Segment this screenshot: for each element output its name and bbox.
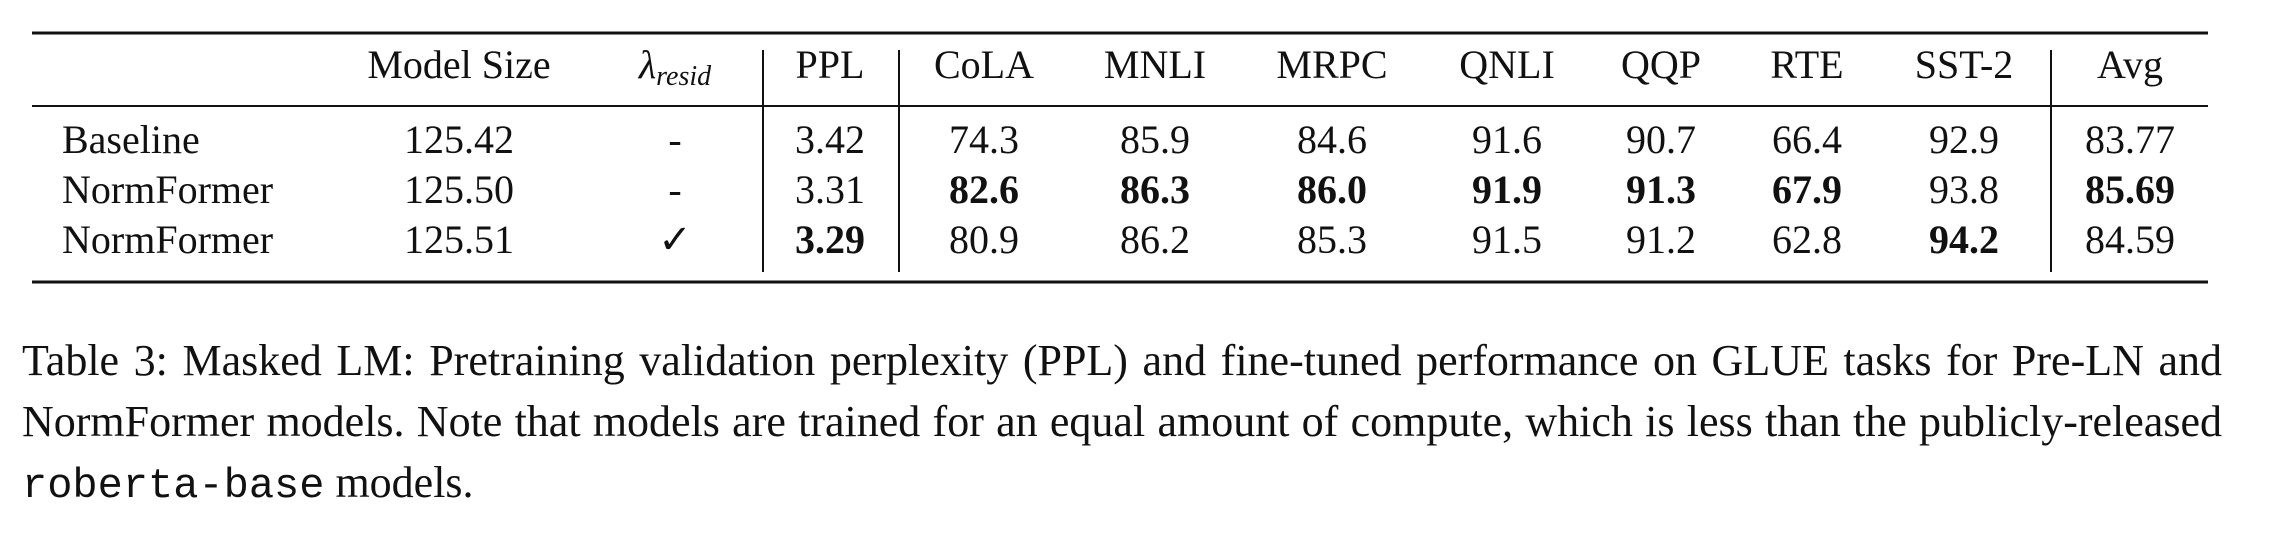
- cell: 94.2: [1929, 217, 1999, 262]
- cell: 92.9: [1929, 117, 1999, 162]
- cell: 3.31: [795, 167, 865, 212]
- cell: 125.50: [404, 167, 514, 212]
- cell: 91.5: [1472, 217, 1542, 262]
- column-header: CoLA: [934, 42, 1034, 87]
- cell: 91.2: [1626, 217, 1696, 262]
- caption-label: Table 3:: [22, 336, 168, 385]
- column-header: λresid: [638, 42, 712, 92]
- column-header: RTE: [1770, 42, 1843, 87]
- column-header: SST-2: [1915, 42, 2014, 87]
- cell: 91.9: [1472, 167, 1542, 212]
- cell: 93.8: [1929, 167, 1999, 212]
- cell: 86.3: [1120, 167, 1190, 212]
- cell: 3.29: [795, 217, 865, 262]
- cell: 85.69: [2085, 167, 2175, 212]
- cell: -: [668, 167, 681, 212]
- table: Model Size λresid PPL CoLA MNLI MRPC QNLI QQP RT…: [32, 31, 2208, 284]
- cell: 84.6: [1297, 117, 1367, 162]
- row-label: Baseline: [62, 117, 200, 162]
- cell: 84.59: [2085, 217, 2175, 262]
- caption-code: roberta-base: [22, 462, 325, 510]
- cell: 85.9: [1120, 117, 1190, 162]
- cell: 86.0: [1297, 167, 1367, 212]
- cell: 91.6: [1472, 117, 1542, 162]
- cell: 85.3: [1297, 217, 1367, 262]
- caption-text: Masked LM: Pretraining validation perple…: [22, 336, 2222, 446]
- cell: 82.6: [949, 167, 1019, 212]
- cell: 91.3: [1626, 167, 1696, 212]
- column-header: Model Size: [367, 42, 550, 87]
- row-label: NormFormer: [62, 217, 273, 262]
- cell: 80.9: [949, 217, 1019, 262]
- column-header: Avg: [2097, 42, 2163, 87]
- subscript: resid: [656, 61, 712, 92]
- cell: ✓: [658, 217, 692, 262]
- cell: -: [668, 117, 681, 162]
- symbol: λ: [638, 42, 656, 87]
- cell: 74.3: [949, 117, 1019, 162]
- row-label: NormFormer: [62, 167, 273, 212]
- column-header: PPL: [796, 42, 865, 87]
- cell: 3.42: [795, 117, 865, 162]
- caption: Table 3: Masked LM: Pretraining validati…: [22, 330, 2222, 517]
- column-header: QQP: [1621, 42, 1701, 87]
- caption-end: models.: [335, 458, 474, 507]
- cell: 66.4: [1772, 117, 1842, 162]
- column-header: QNLI: [1459, 42, 1555, 87]
- cell: 90.7: [1626, 117, 1696, 162]
- cell: 125.51: [404, 217, 514, 262]
- column-header: MNLI: [1104, 42, 1206, 87]
- cell: 83.77: [2085, 117, 2175, 162]
- column-header: MRPC: [1276, 42, 1387, 87]
- cell: 62.8: [1772, 217, 1842, 262]
- cell: 86.2: [1120, 217, 1190, 262]
- cell: 125.42: [404, 117, 514, 162]
- cell: 67.9: [1772, 167, 1842, 212]
